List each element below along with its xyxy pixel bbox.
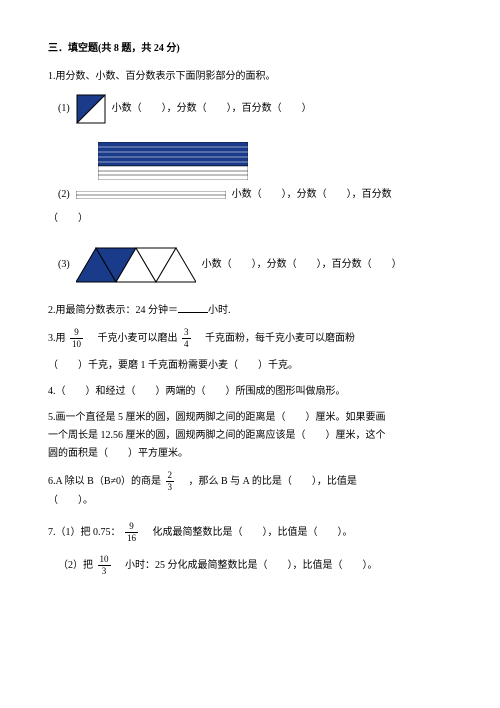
q7-p1b: 化成最简整数比是（ ），比值是（ ）。 xyxy=(143,527,353,538)
q1-sub3-prefix: (3) xyxy=(58,256,70,274)
q7-p2a: （2）把 xyxy=(58,560,93,571)
q1-fig2-wrap xyxy=(98,142,452,180)
q3-a: 3.用 xyxy=(48,333,66,344)
q6-b: ，那么 B 与 A 的比是（ ），比值是 xyxy=(179,476,357,487)
q1-sub2-after: 小数（ ），分数（ ），百分数 xyxy=(232,186,392,204)
q1-sub1-row: (1) 小数（ ），分数（ ），百分数（ ） xyxy=(58,94,452,124)
q6-c: （ ）。 xyxy=(48,492,452,510)
q7-f1: 916 xyxy=(125,522,138,543)
q1-sub1-prefix: (1) xyxy=(58,100,70,118)
q6-a: 6.A 除以 B（B≠0）的商是 xyxy=(48,476,161,487)
q2-b: 小时. xyxy=(208,305,231,316)
q1-fig3 xyxy=(76,246,196,284)
q1-sub2-prefix: (2) xyxy=(58,186,70,204)
q3: 3.用 910 千克小麦可以磨出 34 千克面粉，每千克小麦可以磨面粉 xyxy=(48,328,452,349)
q5-l1: 5.画一个直径是 5 厘米的圆，圆规两脚之间的距离是（ ）厘米。如果要画 xyxy=(48,409,452,427)
q1-stem: 1.用分数、小数、百分数表示下面阴影部分的面积。 xyxy=(48,68,452,86)
q2: 2.用最简分数表示：24 分钟＝ 小时. xyxy=(48,302,452,320)
q1-sub3-row: (3) 小数（ ），分数（ ），百分数（ ） xyxy=(58,246,452,284)
q1-sub1-after: 小数（ ），分数（ ），百分数（ ） xyxy=(112,100,312,118)
q7-p2b: 小时：25 分化成最简整数比是（ ），比值是（ ）。 xyxy=(115,560,378,571)
q1-sub2-tail: （ ） xyxy=(48,210,452,228)
q5-l3: 圆的面积是（ ）平方厘米。 xyxy=(48,445,452,463)
q4: 4.（ ）和经过（ ）两端的（ ）所围成的图形叫做扇形。 xyxy=(48,383,452,401)
q2-a: 2.用最简分数表示：24 分钟＝ xyxy=(48,305,178,316)
q6-f: 23 xyxy=(166,471,175,492)
q1-fig2b xyxy=(76,191,226,199)
q6: 6.A 除以 B（B≠0）的商是 23 ，那么 B 与 A 的比是（ ），比值是 xyxy=(48,471,452,492)
q1-fig1 xyxy=(76,94,106,124)
q2-blank xyxy=(178,303,208,313)
section-title: 三．填空题(共 8 题，共 24 分) xyxy=(48,40,452,58)
q3-c: 千克面粉，每千克小麦可以磨面粉 xyxy=(195,333,355,344)
q3-b: 千克小麦可以磨出 xyxy=(88,333,178,344)
q3-d: （ ）千克，要磨 1 千克面粉需要小麦（ ）千克。 xyxy=(48,357,452,375)
q5-l2: 一个周长是 12.56 厘米的圆，圆规两脚之间的距离应该是（ ）厘米，这个 xyxy=(48,427,452,445)
q1-sub2-row: (2) 小数（ ），分数（ ），百分数 xyxy=(58,186,452,204)
q1-sub3-after: 小数（ ），分数（ ），百分数（ ） xyxy=(202,256,402,274)
q7-p1a: 7.（1）把 0.75： xyxy=(48,527,121,538)
q7-p2: （2）把 103 小时：25 分化成最简整数比是（ ），比值是（ ）。 xyxy=(58,555,452,576)
q7-p1: 7.（1）把 0.75： 916 化成最简整数比是（ ），比值是（ ）。 xyxy=(48,522,452,543)
q3-f1: 910 xyxy=(70,328,83,349)
q7-f2: 103 xyxy=(98,555,111,576)
q3-f2: 34 xyxy=(182,328,191,349)
q1-fig2 xyxy=(98,142,248,180)
